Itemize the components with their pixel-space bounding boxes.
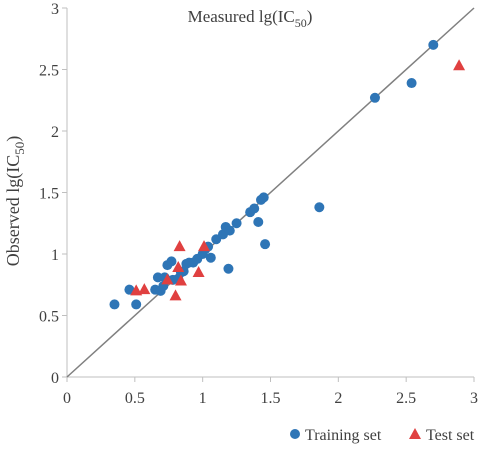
y-tick-label: 2.5: [39, 63, 59, 80]
training-point: [260, 239, 271, 250]
training-point: [131, 299, 142, 310]
axes: 0 0.5 1 1.5 2 2.5 3 0 0.5 1 1.5 2 2.5 3: [39, 1, 478, 407]
training-point: [109, 299, 120, 310]
data-marks: [109, 39, 466, 310]
x-tick-label: 1.5: [261, 390, 281, 407]
test-point: [174, 274, 187, 286]
y-tick-label: 1.5: [39, 186, 59, 203]
training-point: [369, 92, 380, 103]
test-point: [169, 289, 182, 301]
legend-marker-test: [409, 428, 421, 439]
reference-line: [66, 7, 475, 378]
training-point: [406, 78, 417, 89]
chart-title: Measured lg(IC50): [188, 7, 313, 30]
legend-label-test: Test set: [426, 427, 475, 444]
x-tick-label: 0.5: [125, 390, 145, 407]
training-point: [205, 252, 216, 263]
training-point: [249, 203, 260, 214]
test-point: [161, 273, 174, 285]
training-point: [428, 39, 439, 50]
y-tick-label: 1: [51, 247, 59, 264]
legend-marker-training: [290, 429, 300, 439]
test-point: [138, 283, 151, 295]
reference-line-group: [66, 7, 475, 378]
x-tick-label: 2.5: [396, 390, 416, 407]
training-point: [314, 202, 325, 213]
training-point: [258, 192, 269, 203]
y-axis-label: Observed lg(IC50): [3, 136, 27, 266]
training-point: [224, 225, 235, 236]
training-point: [223, 263, 234, 274]
test-point: [453, 59, 466, 71]
x-tick-label: 2: [334, 390, 342, 407]
x-tick-label: 1: [199, 390, 207, 407]
training-point: [253, 217, 264, 228]
y-tick-label: 0: [51, 370, 59, 387]
test-point: [173, 240, 186, 252]
x-tick-label: 0: [63, 390, 71, 407]
training-point: [231, 218, 242, 229]
training-point: [166, 256, 177, 267]
legend: Training set Test set: [290, 427, 475, 444]
test-point: [172, 261, 185, 273]
x-tick-label: 3: [470, 390, 478, 407]
test-point: [192, 265, 205, 277]
y-tick-label: 2: [51, 124, 59, 141]
y-tick-label: 3: [51, 1, 59, 18]
legend-label-training: Training set: [305, 427, 382, 444]
test-point: [198, 240, 211, 252]
y-tick-label: 0.5: [39, 309, 59, 326]
training-point: [124, 284, 135, 295]
